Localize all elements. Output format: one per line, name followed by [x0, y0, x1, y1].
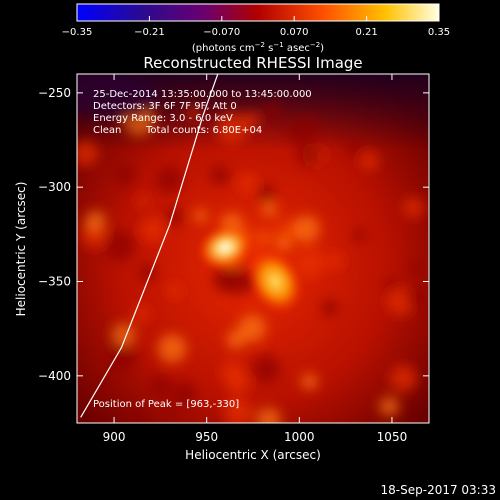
heatmap-texture [156, 166, 184, 193]
annotation-time-range: 25-Dec-2014 13:35:00.000 to 13:45:00.000 [93, 89, 312, 100]
heatmap-texture [384, 278, 399, 293]
x-tick-label: 1050 [377, 430, 408, 444]
heatmap-texture [276, 237, 291, 252]
heatmap-texture [186, 106, 200, 120]
colorbar-tick-label: −0.070 [203, 27, 240, 38]
annotation-energy: Energy Range: 3.0 - 6.0 keV [93, 113, 233, 124]
plot-frame [76, 73, 430, 424]
x-axis-label: Heliocentric X (arcsec) [185, 448, 321, 462]
colorbar-tick-label: −0.35 [62, 27, 93, 38]
annotation-total-counts: Total counts: 6.80E+04 [145, 125, 262, 136]
colorbar-tick-label: 0.070 [280, 27, 309, 38]
heatmap-texture [166, 283, 182, 299]
heatmap-texture [194, 208, 208, 223]
heatmap-texture [106, 342, 136, 372]
colorbar-tick-label: 0.35 [428, 27, 450, 38]
heatmap-texture [262, 102, 282, 121]
heatmap-texture [326, 252, 344, 270]
heatmap-texture [320, 299, 339, 317]
heatmap-texture [256, 183, 276, 203]
x-tick-label: 1000 [284, 430, 315, 444]
heatmap-texture [114, 164, 136, 186]
heatmap-texture [136, 194, 149, 208]
heatmap-texture [225, 370, 250, 395]
heatmap-image [77, 74, 429, 423]
chart-title: Reconstructed RHESSI Image [143, 54, 362, 72]
heatmap-texture [150, 375, 172, 397]
annotations: 25-Dec-2014 13:35:00.000 to 13:45:00.000… [93, 89, 312, 410]
x-tick-label: 950 [195, 430, 218, 444]
heatmap-texture [77, 140, 99, 167]
x-tick-label: 900 [103, 430, 126, 444]
annotation-detectors: Detectors: 3F 6F 7F 9F, Att 0 [93, 101, 237, 112]
heatmap-texture [126, 407, 148, 423]
heatmap-texture [139, 216, 166, 243]
heatmap-texture [157, 333, 187, 364]
heatmap-texture [138, 263, 157, 282]
source-primary [197, 224, 253, 271]
heatmap-texture [103, 230, 136, 262]
y-tick-label: −250 [38, 86, 71, 100]
y-tick-label: −350 [38, 275, 71, 289]
heatmap-texture [256, 407, 282, 423]
heatmap-texture [262, 201, 278, 217]
heatmap-texture [379, 396, 399, 417]
colorbar: −0.35 −0.21 −0.070 0.070 0.21 0.35 (photons c… [62, 3, 450, 54]
heatmap-texture [209, 165, 230, 186]
heatmap-texture [216, 112, 248, 144]
heatmap-texture [408, 261, 422, 275]
annotation-peak: Position of Peak = [963,-330] [93, 399, 239, 410]
heatmap-texture [97, 378, 111, 392]
heatmap-texture [222, 265, 253, 296]
colorbar-tick-label: 0.21 [355, 27, 377, 38]
y-tick-label: −300 [38, 180, 71, 194]
heatmap-texture [296, 140, 322, 166]
heatmap-texture [77, 74, 160, 117]
y-tick-label: −400 [38, 369, 71, 383]
source-secondary [247, 249, 304, 314]
annotation-clean: Clean [93, 125, 121, 136]
heatmap-texture [223, 397, 254, 423]
heatmap-texture [133, 305, 151, 323]
heatmap-texture [301, 373, 318, 390]
heatmap-texture [294, 248, 326, 279]
heatmap-texture [402, 197, 424, 219]
heatmap-texture [359, 151, 379, 171]
heatmap-texture [352, 228, 367, 243]
colorbar-tick-label: −0.21 [134, 27, 165, 38]
solar-limb-line [80, 74, 219, 418]
heatmap-texture [84, 211, 106, 233]
footer-timestamp: 18-Sep-2017 03:33 [381, 483, 496, 497]
heatmap-texture [164, 403, 177, 416]
heatmap-texture [286, 121, 307, 142]
heatmap-texture [112, 323, 137, 347]
heatmap-texture [238, 314, 267, 343]
colorbar-unit: (photons cm−2 s−1 asec−2) [192, 41, 324, 54]
heatmap-texture [389, 364, 417, 392]
heatmap-texture [237, 173, 258, 194]
heatmap-texture [172, 381, 197, 406]
heatmap-texture [347, 139, 363, 156]
heatmap-texture [406, 288, 425, 308]
heatmap-texture [251, 354, 281, 384]
heatmap-texture [293, 215, 321, 243]
colorbar-gradient [76, 3, 440, 22]
y-axis-label: Heliocentric Y (arcsec) [14, 182, 28, 317]
heatmap-texture [164, 207, 184, 226]
